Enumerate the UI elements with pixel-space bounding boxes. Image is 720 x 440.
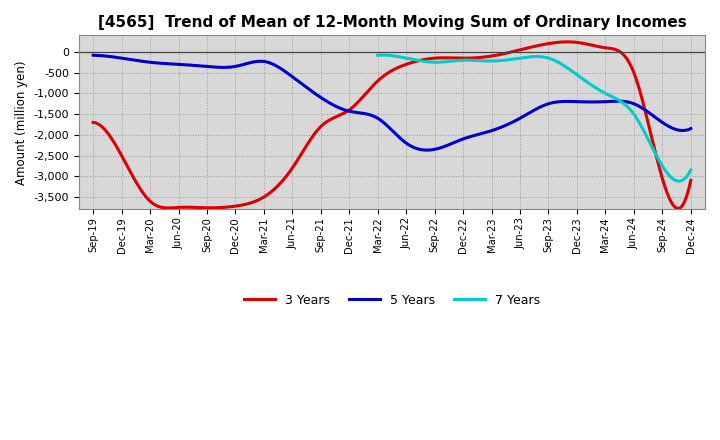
7 Years [639, 126, 647, 131]
3 Years [562, 39, 571, 44]
7 Years [658, 164, 667, 169]
3 Years [595, 44, 603, 49]
3 Years [675, 206, 683, 211]
5 Years [456, 137, 465, 143]
Line: 3 Years: 3 Years [93, 42, 690, 209]
3 Years [686, 178, 695, 183]
7 Years [374, 53, 382, 58]
5 Years [446, 141, 455, 147]
3 Years [444, 55, 453, 60]
7 Years [561, 64, 570, 69]
Title: [4565]  Trend of Mean of 12-Month Moving Sum of Ordinary Incomes: [4565] Trend of Mean of 12-Month Moving … [98, 15, 686, 30]
7 Years [566, 67, 575, 73]
3 Years [89, 120, 97, 125]
Line: 7 Years: 7 Years [378, 55, 690, 181]
5 Years [91, 53, 99, 58]
7 Years [559, 63, 568, 68]
7 Years [675, 179, 683, 184]
5 Years [632, 103, 641, 108]
Legend: 3 Years, 5 Years, 7 Years: 3 Years, 5 Years, 7 Years [239, 289, 545, 312]
3 Years [443, 55, 451, 60]
5 Years [423, 147, 431, 153]
3 Years [91, 120, 99, 125]
7 Years [686, 168, 695, 173]
5 Years [686, 126, 695, 131]
3 Years [454, 55, 463, 61]
3 Years [632, 78, 641, 84]
5 Years [595, 99, 603, 105]
7 Years [374, 52, 383, 58]
Line: 5 Years: 5 Years [93, 55, 690, 150]
Y-axis label: Amount (million yen): Amount (million yen) [15, 60, 28, 185]
5 Years [89, 53, 97, 58]
7 Years [377, 52, 386, 58]
5 Years [444, 142, 453, 147]
